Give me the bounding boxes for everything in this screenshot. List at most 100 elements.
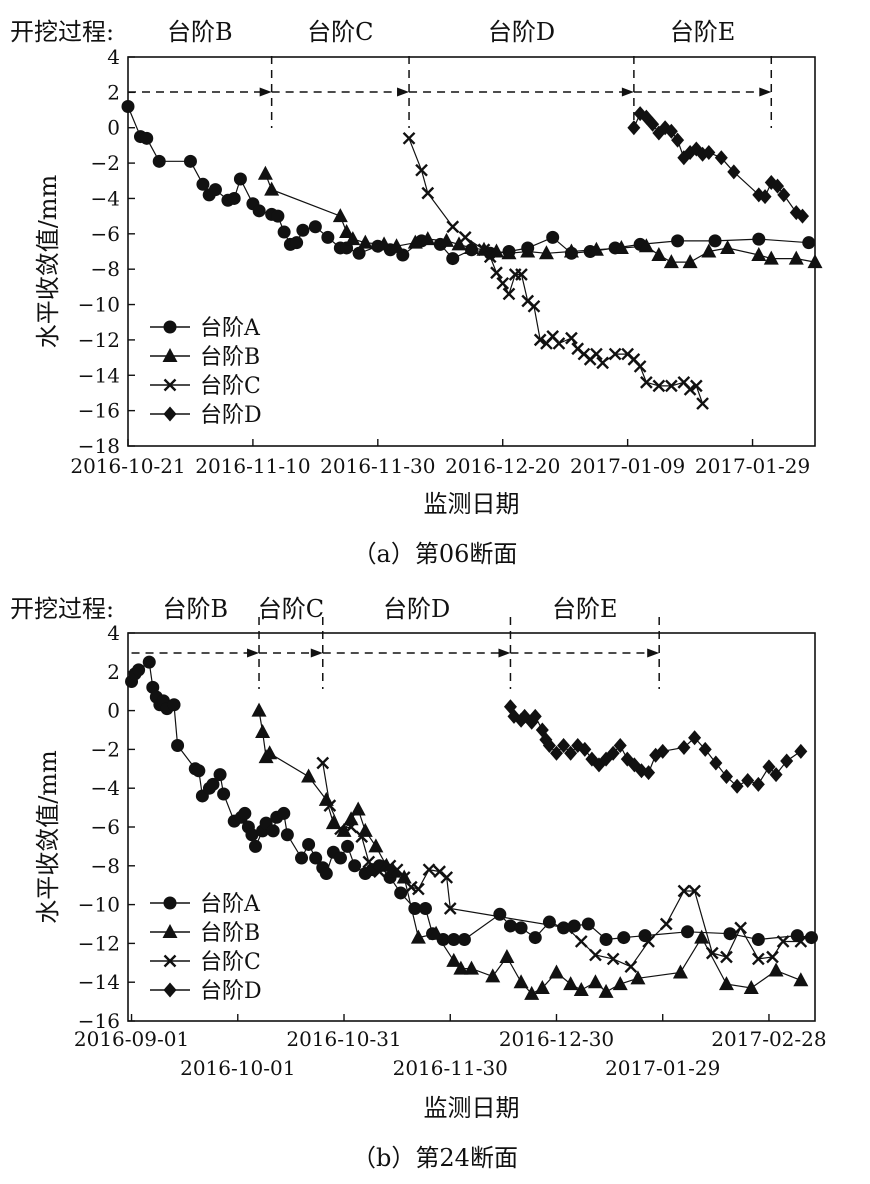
data-point [362, 855, 376, 869]
data-point [640, 375, 653, 389]
stage-label: 台阶C [258, 595, 324, 623]
data-point [443, 902, 457, 915]
data-point [421, 186, 435, 200]
data-point [714, 150, 728, 166]
data-point [638, 929, 652, 943]
data-point [280, 828, 294, 842]
data-point [502, 287, 516, 301]
x-tick-label: 2016-10-31 [286, 1027, 401, 1051]
x-tick-label: 2016-10-01 [180, 1056, 295, 1080]
data-point [560, 921, 574, 935]
legend-label: 台阶D [200, 979, 262, 1004]
data-point [446, 252, 460, 266]
data-point [663, 254, 679, 269]
series-cross [316, 756, 808, 974]
y-tick-label: −6 [91, 222, 120, 246]
data-point [453, 960, 469, 975]
y-tick-label: −8 [91, 854, 120, 878]
data-point [790, 929, 804, 943]
x-axis-title: 监测日期 [424, 1094, 520, 1122]
data-point [440, 871, 454, 884]
data-point [251, 702, 267, 717]
data-point [727, 164, 741, 180]
data-point [496, 276, 510, 290]
data-point [802, 236, 816, 250]
data-point [768, 962, 784, 977]
data-point [490, 266, 503, 280]
data-point [633, 360, 647, 373]
data-point [751, 247, 767, 262]
data-point [333, 851, 347, 865]
data-point [357, 234, 373, 249]
data-point [758, 189, 772, 205]
data-point [730, 778, 744, 794]
x-tick-label: 2016-12-20 [445, 454, 560, 478]
data-point [345, 231, 361, 246]
legend-label: 台阶B [200, 345, 260, 370]
data-point [183, 154, 197, 168]
data-point [658, 120, 672, 136]
data-point [394, 886, 408, 900]
data-point [752, 232, 766, 246]
x-tick-label: 2017-01-29 [695, 454, 810, 478]
data-point [681, 925, 695, 939]
data-point [751, 776, 765, 792]
stage-label: 台阶D [488, 18, 555, 46]
x-tick-label: 2016-09-01 [74, 1027, 189, 1051]
data-point [264, 181, 280, 196]
data-point [751, 952, 765, 966]
data-point [769, 767, 783, 783]
y-tick-label: −12 [78, 931, 120, 955]
series-triangle [257, 165, 823, 269]
data-point [589, 948, 602, 962]
data-point [257, 165, 273, 180]
data-point [671, 234, 685, 248]
data-point [503, 919, 517, 933]
data-point [683, 383, 697, 396]
legend-marker [163, 406, 177, 422]
y-tick-label: 4 [107, 621, 120, 645]
stage-prefix: 开挖过程: [10, 18, 114, 46]
data-point [656, 743, 670, 759]
data-point [513, 974, 529, 989]
legend-marker [163, 954, 177, 968]
data-point [788, 250, 804, 265]
data-point [418, 901, 432, 915]
data-point [446, 952, 462, 967]
data-point [642, 765, 656, 781]
data-point [499, 948, 515, 963]
data-point [682, 254, 698, 269]
data-point [538, 245, 554, 260]
data-point [350, 801, 366, 816]
legend: 台阶A 台阶B 台阶C 台阶D [150, 892, 262, 1004]
data-point [705, 946, 719, 960]
x-tick-label: 2016-11-30 [320, 454, 435, 478]
y-tick-label: −2 [91, 737, 120, 761]
data-point [336, 822, 352, 837]
data-point [171, 739, 185, 753]
data-point [804, 931, 818, 945]
data-point [689, 379, 703, 393]
data-point [596, 356, 610, 370]
data-point [702, 144, 716, 160]
data-point [458, 231, 472, 244]
data-point [548, 964, 564, 979]
data-point [515, 268, 528, 281]
data-point [206, 777, 220, 791]
data-point [665, 379, 678, 393]
data-point [646, 116, 660, 132]
stage-label: 台阶B [167, 18, 233, 46]
data-point [677, 739, 691, 755]
data-point [598, 983, 614, 998]
legend-marker [163, 896, 177, 910]
data-point [552, 337, 566, 350]
data-point [464, 960, 479, 975]
x-axis-title: 监测日期 [424, 490, 520, 518]
data-point [402, 131, 416, 145]
data-point [271, 209, 285, 223]
data-point [624, 960, 638, 974]
data-point [227, 191, 241, 205]
data-point [564, 745, 578, 761]
